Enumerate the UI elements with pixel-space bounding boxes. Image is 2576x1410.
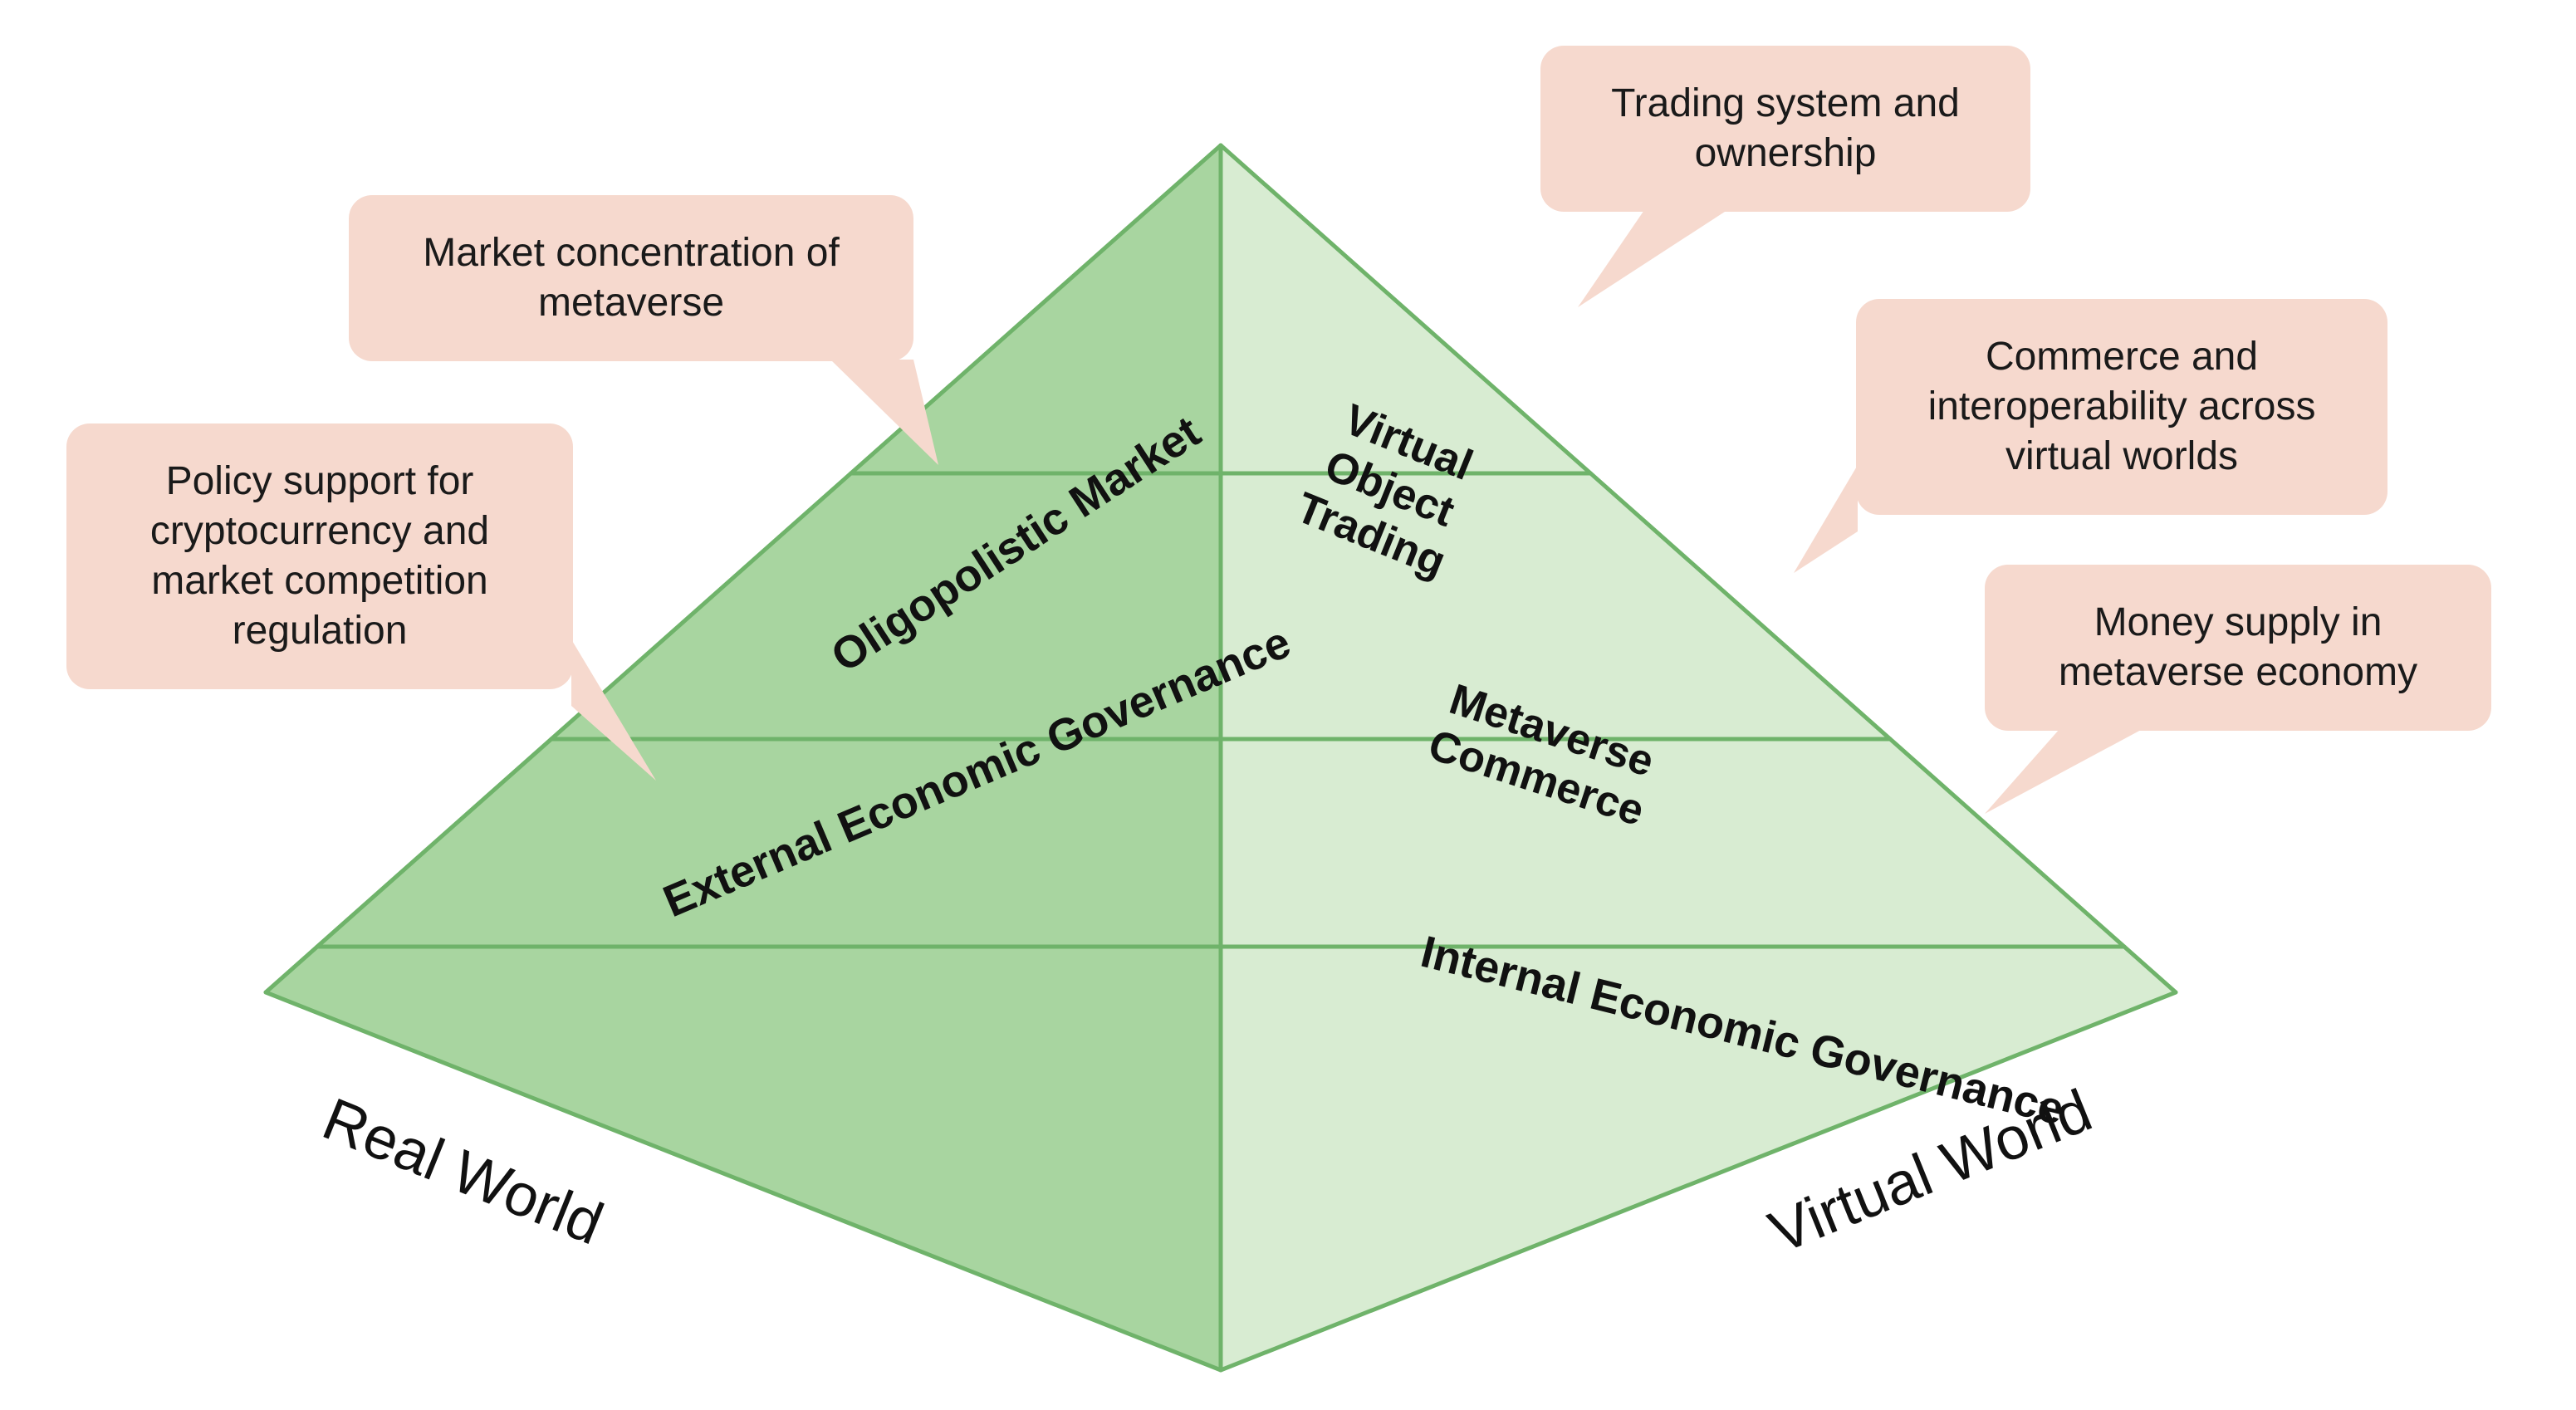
callout-tail-c_policy [571, 639, 656, 781]
callout-c_trading: Trading system and ownership [1540, 46, 2030, 212]
callout-c_interop: Commerce and interoperability across vir… [1856, 299, 2387, 515]
callout-tail-c_interop [1794, 465, 1858, 573]
callout-tail-c_trading [1578, 210, 1727, 307]
diagram-stage: Oligopolistic MarketExternal Economic Go… [0, 0, 2576, 1410]
callout-c_market: Market concentration of metaverse [349, 195, 913, 361]
callout-c_money: Money supply in metaverse economy [1985, 565, 2491, 731]
callout-tail-c_market [830, 360, 938, 465]
callout-tail-c_money [1985, 729, 2143, 814]
callout-c_policy: Policy support for cryptocurrency and ma… [66, 423, 573, 689]
